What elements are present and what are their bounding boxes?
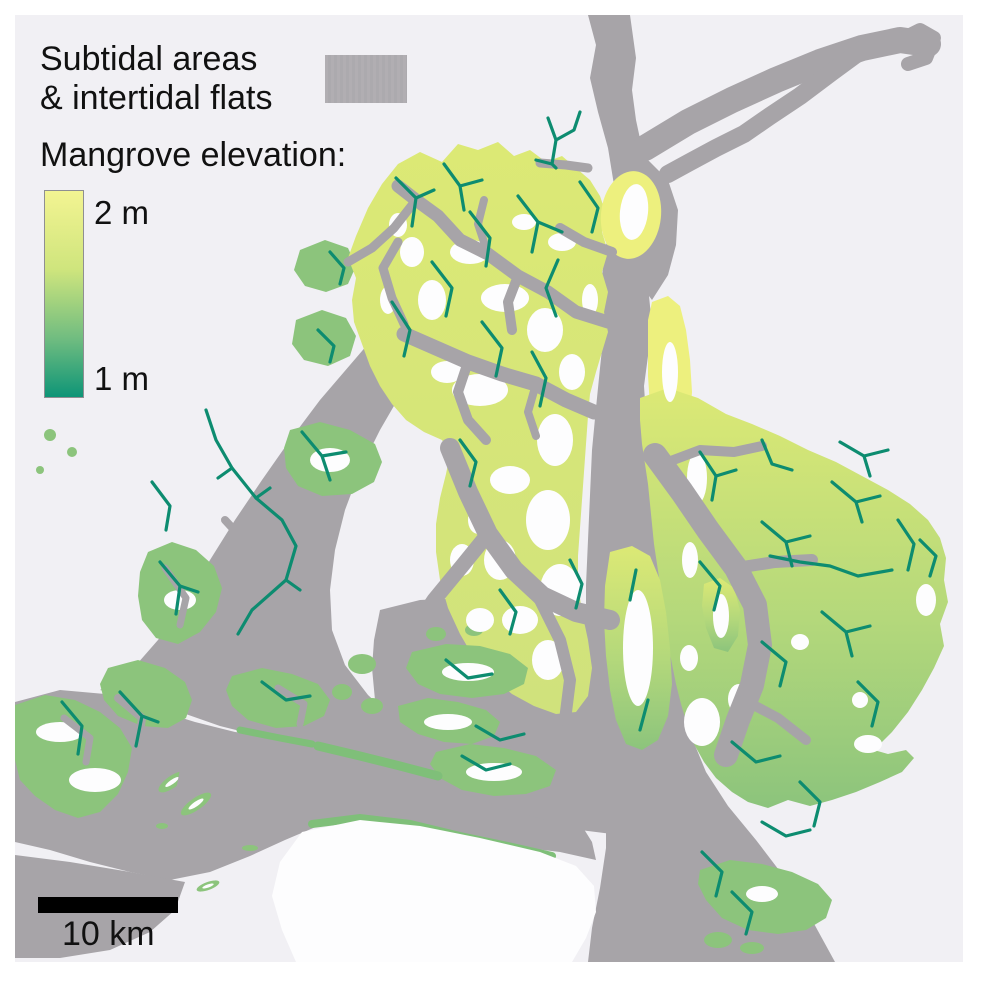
- scale-bar: [38, 897, 178, 913]
- legend-elevation-title: Mangrove elevation:: [40, 136, 347, 174]
- channel-layer: [60, 158, 818, 794]
- colorbar-min-label: 1 m: [94, 360, 150, 397]
- elevation-colorbar: [44, 190, 84, 398]
- legend-subtidal-label: Subtidal areas & intertidal flats: [40, 40, 272, 118]
- legend-subtidal-swatch: [325, 55, 407, 103]
- creek-layer: [60, 110, 938, 936]
- legend-subtidal-line1: Subtidal areas: [40, 40, 258, 78]
- scale-bar-label: 10 km: [62, 915, 155, 953]
- colorbar-max-label: 2 m: [94, 194, 150, 231]
- legend-subtidal-line2: & intertidal flats: [40, 79, 273, 117]
